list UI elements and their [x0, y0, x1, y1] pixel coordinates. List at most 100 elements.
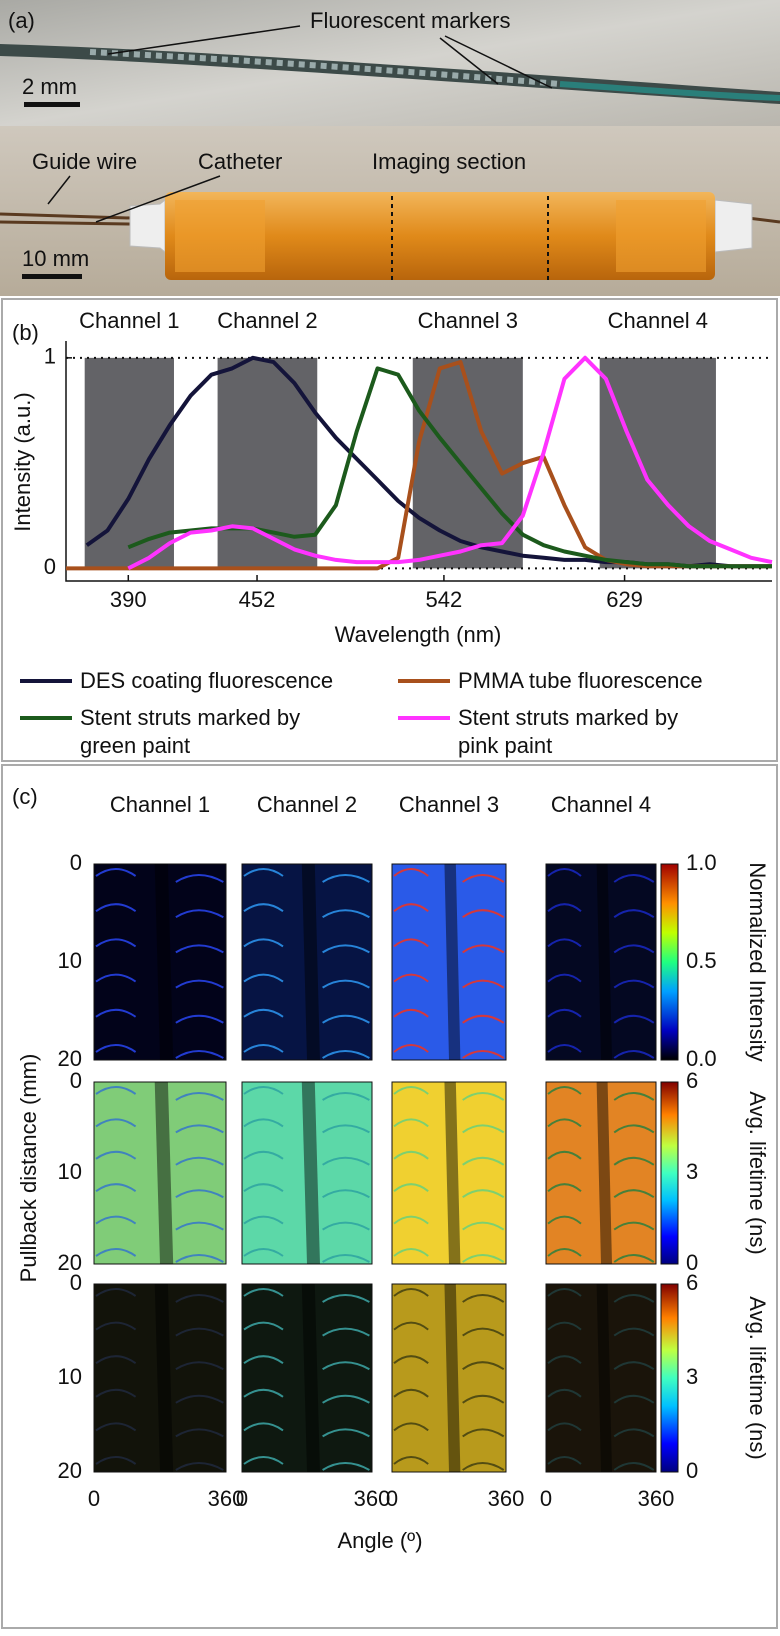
- y-tick-label: 10: [58, 948, 82, 973]
- legend-entry: DES coating fluorescence: [80, 668, 334, 693]
- y-tick-label: 10: [58, 1364, 82, 1389]
- pointer: [47, 175, 221, 223]
- image-texture: [393, 938, 505, 954]
- y-axis-label: Intensity (a.u.): [10, 392, 35, 531]
- column-title: Channel 3: [399, 792, 499, 817]
- image-texture: [393, 1118, 505, 1134]
- image-texture: [547, 1215, 655, 1231]
- guide-wire-shadow: [444, 1082, 461, 1264]
- image-texture: [547, 1248, 655, 1263]
- image-texture: [547, 1150, 655, 1166]
- image-texture: [95, 1456, 224, 1471]
- image: [93, 1283, 227, 1473]
- image-texture: [393, 1321, 505, 1337]
- colorbar-tick-label: 1.0: [686, 850, 717, 875]
- image-texture: [243, 1355, 370, 1371]
- colorbar: [660, 1283, 679, 1473]
- panel-label: (b): [12, 320, 39, 345]
- image-texture: [393, 868, 505, 883]
- scale-label: 2 mm: [22, 74, 77, 99]
- image-texture: [393, 1183, 505, 1199]
- y-tick-label: 20: [58, 1250, 82, 1275]
- image-texture: [95, 1215, 224, 1231]
- image-texture: [393, 1288, 505, 1303]
- guide-wire-shadow: [596, 1082, 612, 1264]
- colorbar: [660, 1081, 679, 1265]
- y-tick-label: 0: [44, 554, 56, 579]
- x-tick-label: 452: [239, 587, 276, 612]
- catheter-tip: [559, 81, 780, 101]
- image-texture: [393, 1456, 505, 1471]
- channel-band: [599, 357, 716, 569]
- image-texture: [547, 1118, 655, 1134]
- panel-label: (a): [8, 8, 35, 33]
- colorbar-tick-label: 0.0: [686, 1046, 717, 1071]
- colorbar-tick-label: 0.5: [686, 948, 717, 973]
- colorbar-label: Avg. lifetime (ns): [745, 1091, 770, 1254]
- series-line: [66, 360, 772, 571]
- image-texture: [547, 1288, 655, 1303]
- tube: [165, 192, 715, 280]
- image-texture: [393, 973, 505, 989]
- image-texture: [243, 903, 370, 919]
- image-texture: [393, 1248, 505, 1263]
- x-tick-label: 0: [236, 1486, 248, 1511]
- image-texture: [243, 938, 370, 954]
- image-texture: [547, 938, 655, 954]
- image-texture: [547, 1086, 655, 1101]
- panel-c-frame: [1, 764, 778, 1629]
- panel-label: (c): [12, 784, 38, 809]
- stent: [0, 44, 780, 104]
- channel-label: Channel 4: [608, 308, 708, 333]
- legend-label: DES coating fluorescence: [80, 668, 334, 693]
- colorbar-tick-label: 0: [686, 1250, 698, 1275]
- image-texture: [243, 1321, 370, 1337]
- image-texture: [393, 1008, 505, 1024]
- colorbar-tick-label: 6: [686, 1068, 698, 1093]
- image: [391, 1081, 507, 1265]
- image-texture: [393, 903, 505, 919]
- colorbar-label: Normalized Intensity: [745, 862, 770, 1061]
- y-tick-label: 20: [58, 1458, 82, 1483]
- image-texture: [95, 868, 224, 883]
- image-texture: [95, 1086, 224, 1101]
- thread: [616, 200, 706, 272]
- colorbar-tick-label: 3: [686, 1159, 698, 1184]
- scale-bar: [24, 102, 80, 107]
- image-texture: [393, 1044, 505, 1059]
- image-texture: [547, 868, 655, 883]
- image-texture: [547, 1422, 655, 1438]
- annotation: Guide wire: [32, 149, 137, 174]
- image-texture: [547, 1044, 655, 1059]
- image-texture: [547, 1456, 655, 1471]
- image-texture: [393, 1422, 505, 1438]
- legend-label: PMMA tube fluorescence: [458, 668, 703, 693]
- image: [391, 1283, 507, 1473]
- image-texture: [393, 1355, 505, 1371]
- scale-label: 10 mm: [22, 246, 89, 271]
- image-texture: [547, 1183, 655, 1199]
- image-texture: [95, 1150, 224, 1166]
- x-tick-label: 360: [488, 1486, 525, 1511]
- image: [545, 1283, 657, 1473]
- y-tick-label: 1: [44, 344, 56, 369]
- legend-entry: Stent struts marked by pink paint: [458, 705, 679, 758]
- y-tick-label: 0: [70, 1068, 82, 1093]
- pointer: [107, 25, 553, 89]
- image-texture: [547, 903, 655, 919]
- image-texture: [393, 1150, 505, 1166]
- y-tick-label: 0: [70, 1270, 82, 1295]
- image-texture: [393, 1086, 505, 1101]
- column-title: Channel 1: [110, 792, 210, 817]
- image-texture: [243, 1183, 370, 1199]
- y-tick-label: 10: [58, 1159, 82, 1184]
- image-texture: [95, 938, 224, 954]
- legend-entry: Stent struts marked by green paint: [80, 705, 300, 758]
- image-texture: [243, 1422, 370, 1438]
- axis-frame: [65, 341, 772, 582]
- legend-label: Stent struts marked by pink paint: [458, 705, 679, 758]
- colorbar-label: Avg. lifetime (ns): [745, 1296, 770, 1459]
- channel-label: Channel 2: [217, 308, 317, 333]
- image-texture: [95, 973, 224, 989]
- colorbar-tick-label: 0: [686, 1458, 698, 1483]
